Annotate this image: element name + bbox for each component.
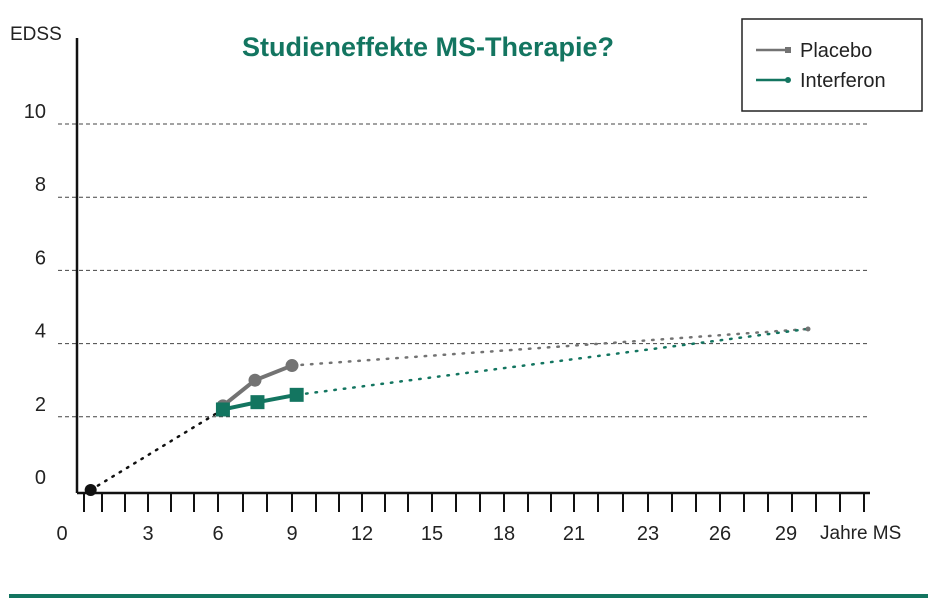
y-tick-label: 10: [24, 101, 46, 123]
y-tick-label: 8: [35, 174, 46, 196]
x-axis-label: Jahre MS: [820, 523, 901, 544]
legend-label-placebo: Placebo: [800, 40, 872, 62]
projection-lines: [84, 326, 811, 496]
projection-line-interferon: [295, 327, 810, 397]
x-tick-label: 15: [421, 523, 443, 545]
x-tick-label: 29: [775, 523, 797, 545]
data-point-placebo: [285, 359, 299, 373]
legend: Placebo Interferon: [741, 18, 923, 112]
x-tick-label: 9: [286, 523, 297, 545]
x-tick-label: 12: [351, 523, 373, 545]
legend-items: Placebo Interferon: [756, 40, 886, 92]
y-tick-label: 0: [35, 467, 46, 489]
x-tick-label: 23: [637, 523, 659, 545]
x-tick-label: 6: [212, 523, 223, 545]
data-point-interferon: [250, 395, 265, 410]
x-tick-label: 26: [709, 523, 731, 545]
legend-box: [741, 18, 923, 112]
data-point-interferon: [289, 387, 304, 402]
chart-title: Studieneffekte MS-Therapie?: [242, 32, 614, 62]
x-tick-label: 0: [56, 523, 67, 545]
x-ticks: [83, 493, 865, 512]
legend-marker-placebo: [785, 47, 791, 53]
y-tick-label: 4: [35, 321, 46, 343]
grid: [58, 123, 870, 418]
x-tick-labels: 0 3 6 9 12 15 18 21 23 26 29: [56, 523, 797, 545]
data-point-placebo: [248, 373, 262, 387]
legend-label-interferon: Interferon: [800, 70, 886, 92]
x-tick-label: 18: [493, 523, 515, 545]
projection-line-placebo: [290, 327, 810, 367]
legend-marker-interferon: [785, 77, 791, 83]
origin-point: [84, 484, 97, 496]
y-tick-label: 6: [35, 247, 46, 269]
data-point-interferon: [215, 402, 230, 417]
y-tick-label: 2: [35, 394, 46, 416]
y-axis-label: EDSS: [10, 24, 62, 45]
origin-projection-line: [89, 408, 225, 492]
series-group: [215, 359, 304, 417]
projection-end-point: [805, 326, 811, 332]
y-tick-labels: 0 2 4 6 8 10: [24, 101, 46, 489]
x-tick-label: 3: [142, 523, 153, 545]
x-tick-label: 21: [563, 523, 585, 545]
